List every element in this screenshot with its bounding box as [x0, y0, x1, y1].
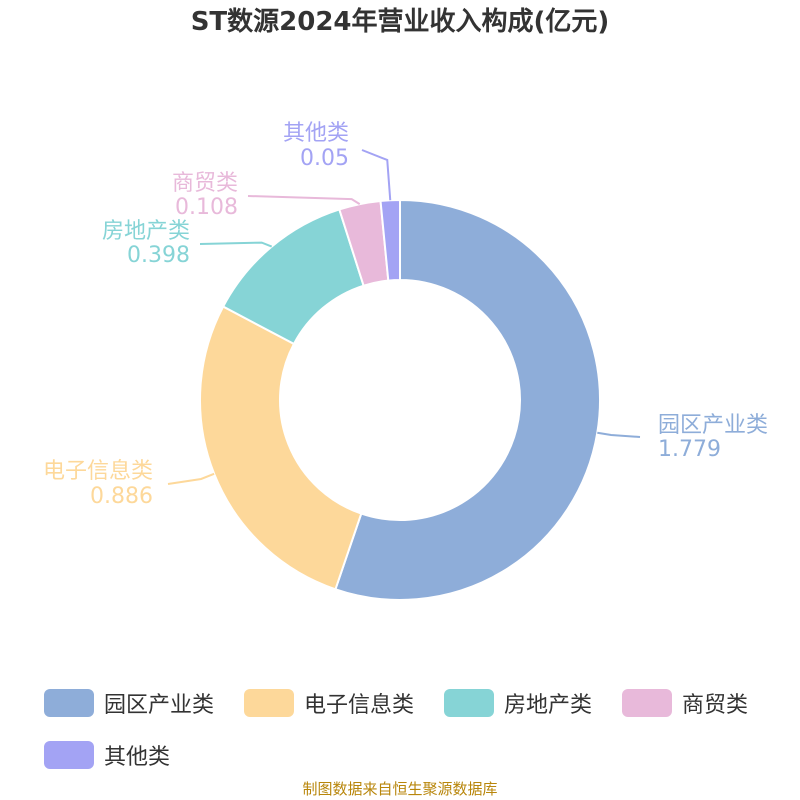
slice-label-2: 房地产类	[102, 219, 190, 244]
leader-line-4	[361, 149, 392, 201]
legend-swatch	[44, 741, 94, 769]
legend-item-4[interactable]: 其他类	[44, 740, 170, 770]
leader-line-3	[247, 195, 361, 205]
legend-swatch	[444, 689, 494, 717]
slice-1	[199, 305, 363, 591]
slice-0	[334, 198, 601, 601]
legend-item-0[interactable]: 园区产业类	[44, 688, 214, 718]
legend-label: 电子信息类	[304, 693, 415, 718]
slice-value-label-1: 0.886	[90, 484, 153, 509]
leader-line-0	[597, 431, 641, 438]
slice-label-0: 园区产业类	[658, 413, 768, 438]
legend-label: 房地产类	[504, 693, 593, 718]
legend-swatch	[244, 689, 294, 717]
slice-value-label-0: 1.779	[658, 437, 721, 462]
leader-line-2	[199, 241, 273, 248]
chart-title: ST数源2024年营业收入构成(亿元)	[190, 7, 610, 37]
slice-value-label-3: 0.108	[175, 195, 238, 220]
legend-label: 商贸类	[682, 693, 749, 718]
legend-item-3[interactable]: 商贸类	[622, 688, 748, 718]
legend-swatch	[44, 689, 94, 717]
slice-value-label-4: 0.05	[300, 146, 349, 171]
slice-label-4: 其他类	[283, 121, 349, 146]
legend-item-1[interactable]: 电子信息类	[244, 688, 414, 718]
legend-label: 其他类	[104, 745, 171, 770]
slice-value-label-2: 0.398	[127, 243, 190, 268]
slice-4	[379, 198, 401, 282]
leader-line-1	[167, 472, 215, 485]
legend-label: 园区产业类	[104, 693, 215, 718]
legend-swatch	[622, 689, 672, 717]
slice-label-1: 电子信息类	[43, 459, 153, 484]
slice-label-3: 商贸类	[172, 171, 238, 196]
legend-item-2[interactable]: 房地产类	[444, 688, 592, 718]
source-note: 制图数据来自恒生聚源数据库	[302, 780, 498, 798]
